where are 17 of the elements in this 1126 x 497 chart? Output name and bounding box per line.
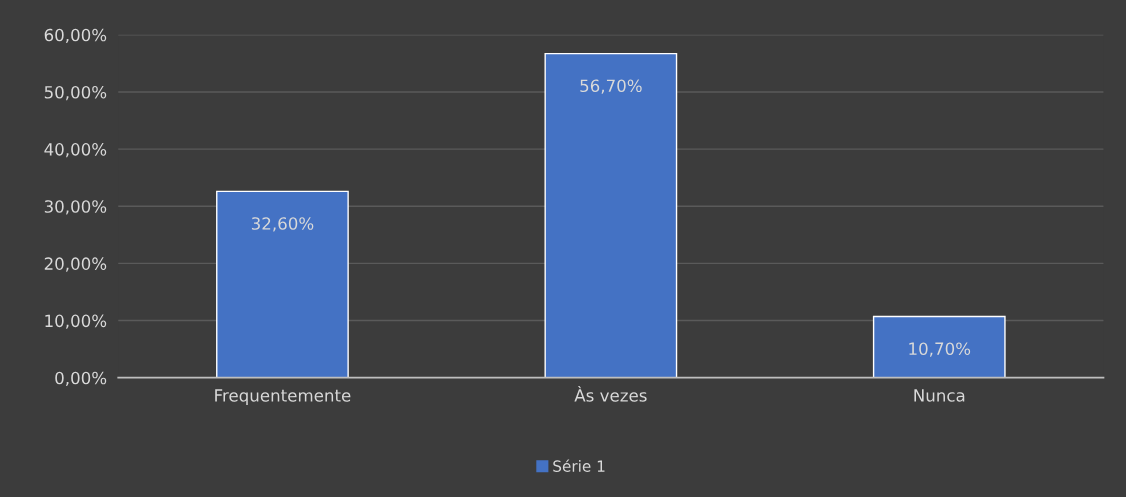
data-label: 32,60%: [251, 217, 314, 232]
y-tick-label: 40,00%: [44, 143, 107, 158]
bar: [544, 52, 678, 378]
y-tick-label: 20,00%: [44, 257, 107, 272]
bar: [872, 315, 1006, 378]
y-tick-label: 50,00%: [44, 85, 107, 101]
x-tick-label: Às vezes: [574, 386, 647, 402]
data-label: 56,70%: [580, 79, 642, 94]
x-tick-label: Frequentemente: [215, 389, 351, 405]
data-label: 10,70%: [909, 342, 971, 357]
bar: [216, 190, 349, 378]
legend-label: Série 1: [553, 459, 605, 472]
y-tick-label: 60,00%: [44, 28, 107, 44]
y-tick-label: 0,00%: [55, 371, 107, 386]
y-tick-label: 10,00%: [45, 314, 107, 329]
x-tick-label: Nunca: [914, 389, 965, 402]
y-tick-label: 30,00%: [44, 200, 107, 215]
